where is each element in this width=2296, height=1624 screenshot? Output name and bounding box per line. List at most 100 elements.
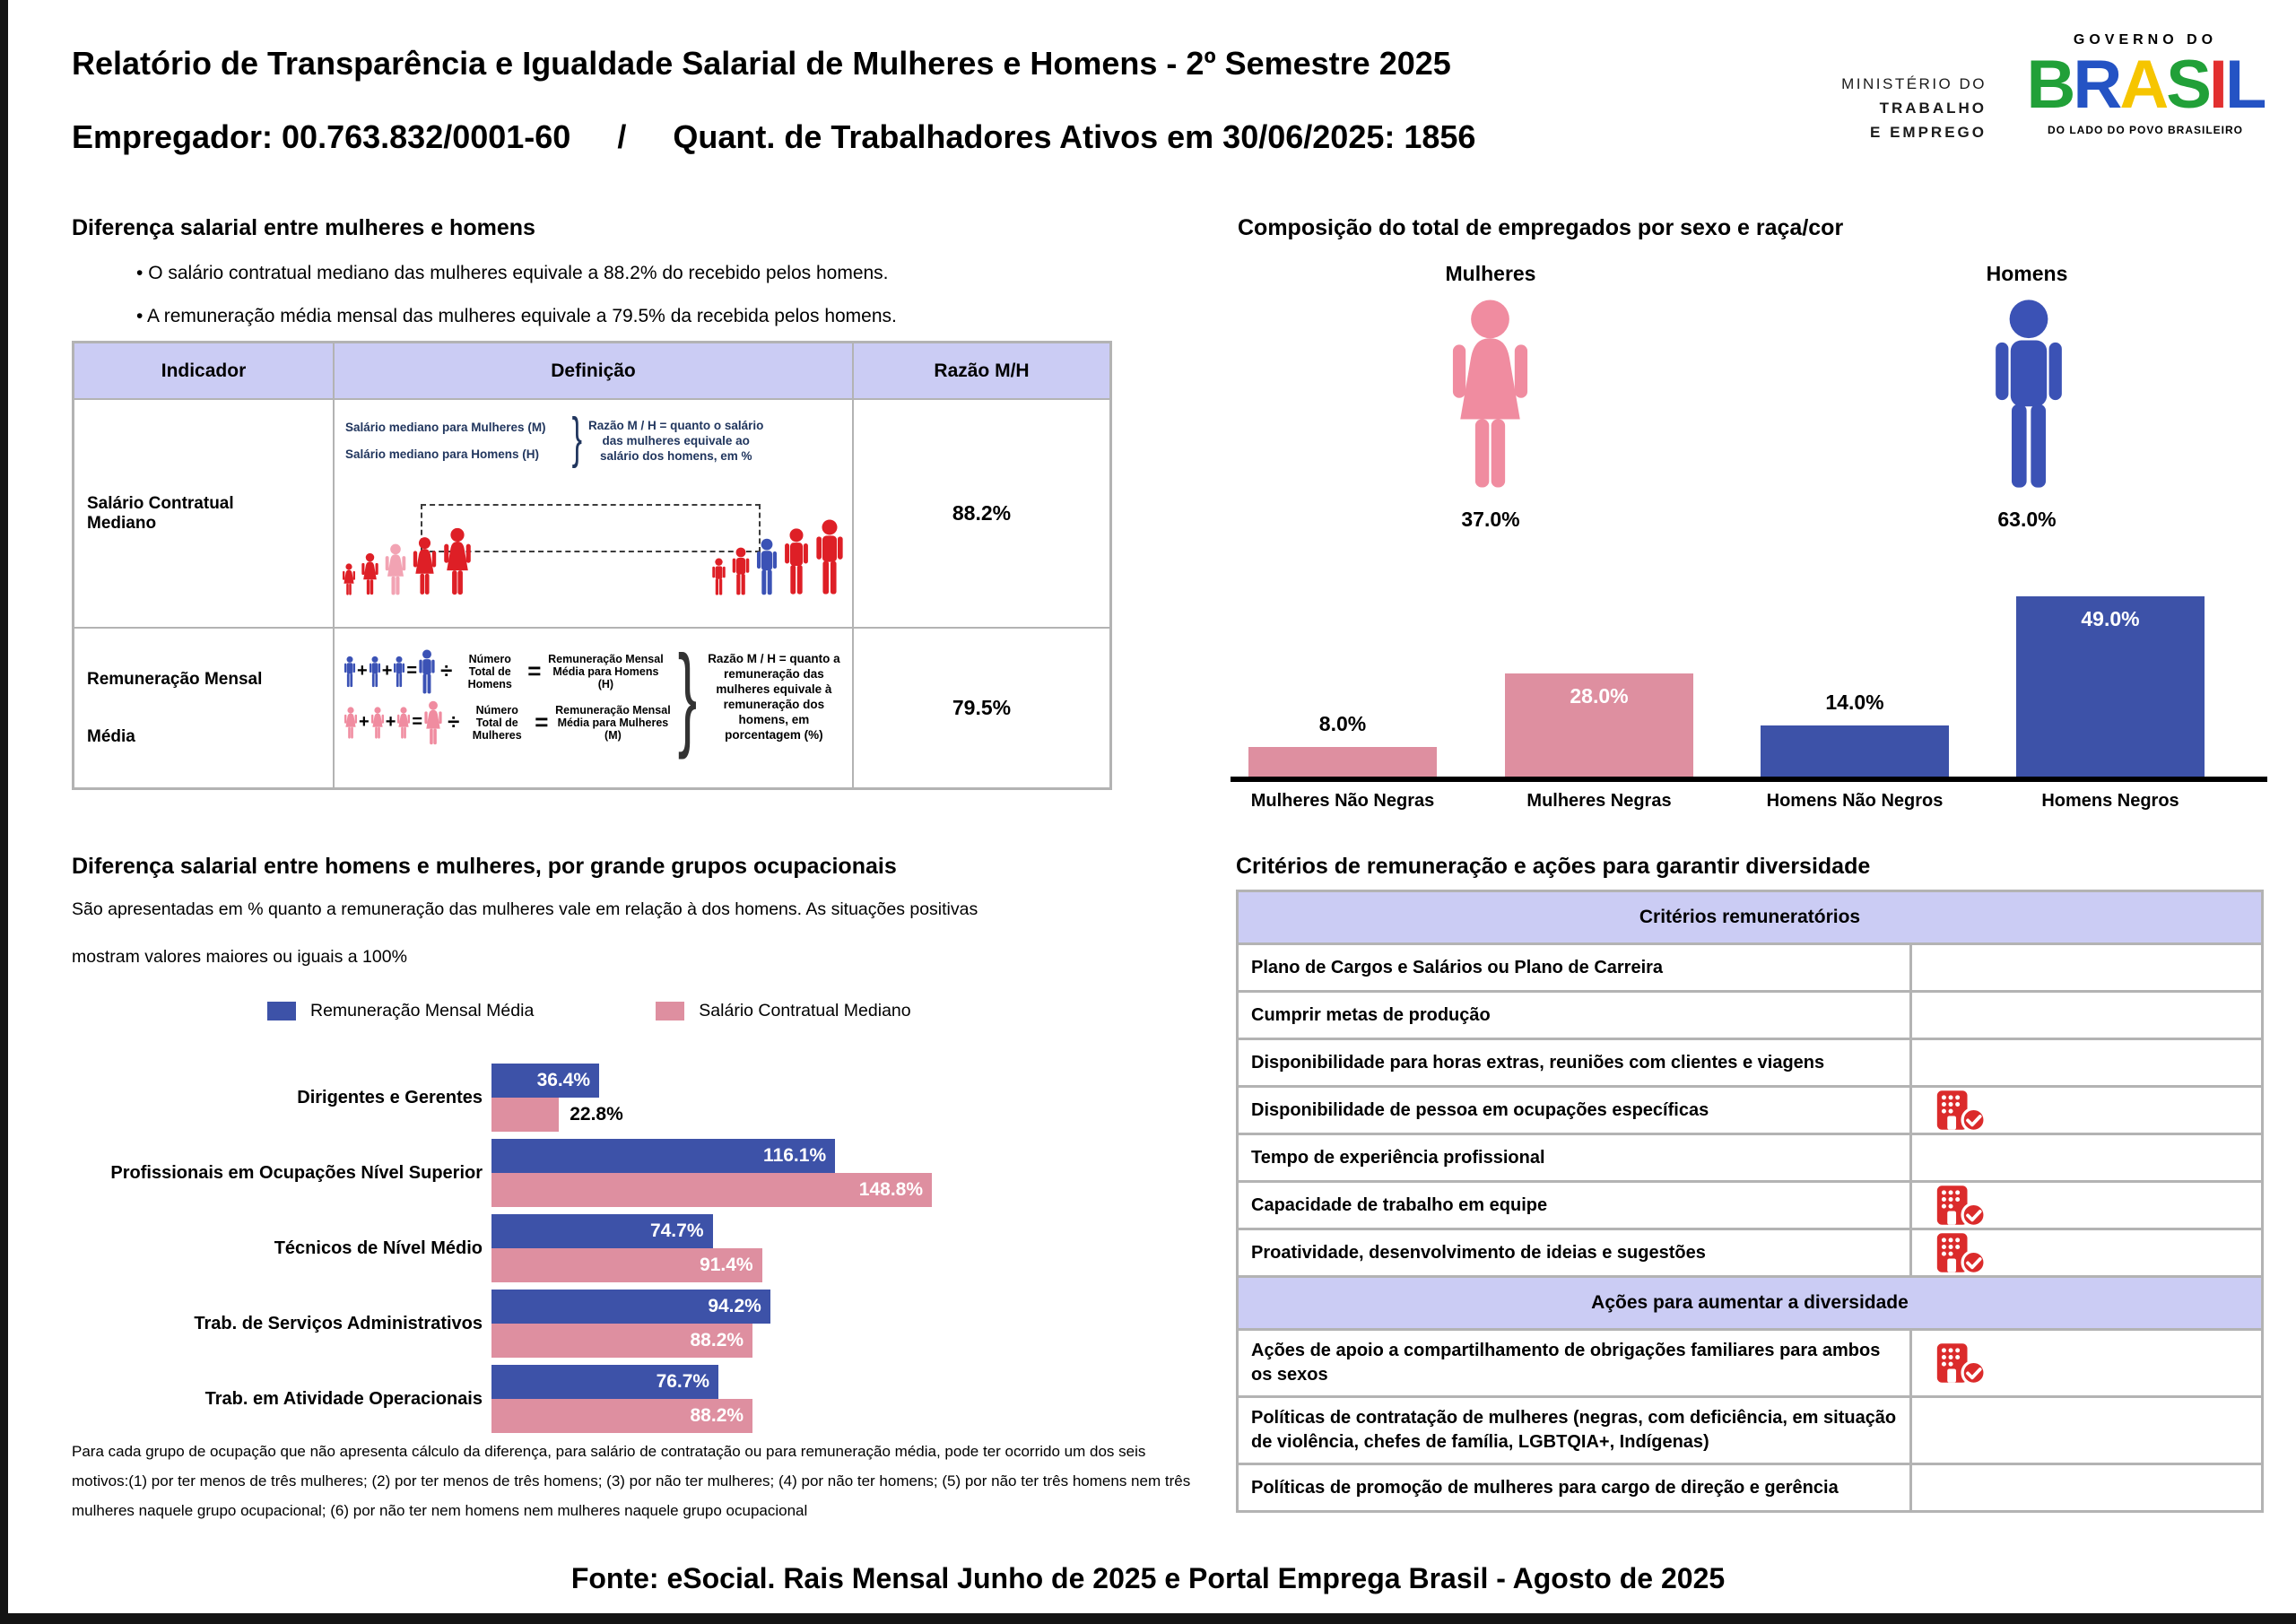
- indicator-salario-mediano: Salário Contratual Mediano: [74, 400, 333, 627]
- ministry-line3: E EMPREGO: [1870, 124, 1987, 141]
- men-mean-result-label: Remuneração Mensal Média para Homens (H): [548, 652, 664, 690]
- criteria-row-label: Disponibilidade para horas extras, reuni…: [1239, 1040, 1909, 1085]
- salary-indicator-table: Indicador Definição Razão M/H Salário Co…: [72, 341, 1112, 790]
- occupational-subtitle-2: mostram valores maiores ou iguais a 100%: [72, 947, 407, 967]
- criteria-row-status: [1912, 1040, 2261, 1085]
- plus-sign: +: [381, 661, 393, 681]
- salary-bullet-2: A remuneração média mensal das mulheres …: [136, 306, 897, 327]
- brace-glyph: }: [677, 632, 698, 760]
- women-mean-formula: + + = ÷ Número Total de Mulheres = Remun…: [344, 700, 674, 745]
- col-header-razao: Razão M/H: [854, 343, 1109, 398]
- bar-mulheres-negras: 28.0%: [1505, 673, 1693, 777]
- indicator-remuneracao-media: Remuneração Mensal Média: [74, 629, 333, 787]
- definition-diagram-media: + + = ÷ Número Total de Homens = Remuner…: [335, 629, 852, 787]
- category-label: Homens Negros: [2041, 791, 2179, 811]
- brasil-letter: R: [2073, 47, 2122, 123]
- woman-icon: [442, 527, 473, 595]
- occupational-footnote: Para cada grupo de ocupação que não apre…: [72, 1443, 1191, 1519]
- legend-chip-blue: [267, 1002, 296, 1020]
- woman-icon: [396, 707, 411, 739]
- col-header-definicao: Definição: [335, 343, 852, 398]
- brasil-letter: I: [2208, 47, 2228, 123]
- man-icon: [393, 656, 405, 688]
- divide-sign: ÷: [440, 658, 453, 683]
- legend-label-mediano: Salário Contratual Mediano: [699, 1001, 911, 1020]
- criteria-row-label: Proatividade, desenvolvimento de ideias …: [1239, 1230, 1909, 1275]
- occupational-bar-chart: Dirigentes e Gerentes 36.4% 22.8% Profis…: [72, 1064, 1130, 1440]
- criteria-title: Critérios de remuneração e ações para ga…: [1236, 854, 1871, 879]
- man-icon: [731, 547, 751, 595]
- bar-homens-negros: 49.0%: [2016, 596, 2205, 777]
- window-left-edge: [0, 0, 8, 1624]
- bar-value-label: 74.7%: [649, 1220, 704, 1241]
- salary-diff-title: Diferença salarial entre mulheres e home…: [72, 215, 535, 240]
- bar-media: 76.7%: [491, 1365, 719, 1399]
- men-pct: 63.0%: [1997, 508, 2057, 531]
- building-check-icon: [1935, 1183, 1987, 1228]
- brasil-letter: S: [2166, 47, 2212, 123]
- bar-value-label: 88.2%: [690, 1330, 744, 1350]
- active-workers: Quant. de Trabalhadores Ativos em 30/06/…: [673, 118, 1476, 155]
- mean-ratio-note: Razão M / H = quanto a remuneração das m…: [708, 652, 840, 742]
- group-operacionais: Trab. em Atividade Operacionais 76.7% 88…: [72, 1365, 1130, 1433]
- category-label: Mulheres Não Negras: [1250, 791, 1435, 811]
- criteria-row-status: [1912, 993, 2261, 1038]
- group-administrativos: Trab. de Serviços Administrativos 94.2% …: [72, 1290, 1130, 1358]
- occupational-title: Diferença salarial entre homens e mulher…: [72, 854, 897, 879]
- action-row-label: Ações de apoio a compartilhamento de obr…: [1239, 1331, 1909, 1395]
- bar-value-label: 88.2%: [690, 1405, 744, 1426]
- ratio-salario-mediano: 88.2%: [854, 400, 1109, 627]
- median-women-line: Salário mediano para Mulheres (M): [345, 421, 546, 434]
- employer-line: Empregador: 00.763.832/0001-60 / Quant. de…: [72, 118, 1475, 156]
- median-dashed-box: [421, 504, 761, 552]
- source-line: Fonte: eSocial. Rais Mensal Junho de 202…: [570, 1562, 1726, 1594]
- brasil-letter: B: [2026, 47, 2076, 123]
- bar-mediano: 88.2%: [491, 1324, 753, 1358]
- group-label: Trab. de Serviços Administrativos: [194, 1314, 483, 1333]
- bar-value-label: 148.8%: [858, 1179, 924, 1200]
- criteria-row-label: Cumprir metas de produção: [1239, 993, 1909, 1038]
- criteria-row-status: [1912, 945, 2261, 990]
- group-tecnicos: Técnicos de Nível Médio 74.7% 91.4%: [72, 1214, 1130, 1282]
- bar-value-label: 36.4%: [536, 1070, 591, 1090]
- brasil-logo-letters: BRASIL: [2025, 47, 2267, 123]
- women-pictogram-group: [342, 527, 473, 595]
- woman-icon: [342, 563, 356, 595]
- bar-media: 94.2%: [491, 1290, 770, 1324]
- women-group-label: Mulheres: [1445, 262, 1536, 285]
- divide-sign: ÷: [448, 709, 460, 734]
- building-check-icon: [1935, 1230, 1987, 1275]
- bar-value-label: 14.0%: [1825, 690, 1884, 714]
- criteria-group-header-2: Ações para aumentar a diversidade: [1239, 1278, 2261, 1328]
- woman-icon: [344, 707, 358, 739]
- man-icon: [344, 656, 356, 688]
- criteria-group-header-1: Critérios remuneratórios: [1239, 892, 2261, 942]
- equals-sign: =: [535, 708, 549, 735]
- building-check-icon: [1935, 1088, 1987, 1133]
- action-row-status: [1912, 1398, 2261, 1463]
- plus-sign: +: [385, 712, 396, 732]
- group-label: Técnicos de Nível Médio: [274, 1238, 483, 1258]
- action-row-label: Políticas de contratação de mulheres (ne…: [1239, 1398, 1909, 1463]
- action-row-label: Políticas de promoção de mulheres para c…: [1239, 1465, 1909, 1510]
- median-formula-lines: Salário mediano para Mulheres (M) Salári…: [345, 414, 571, 468]
- criteria-row-status: [1912, 1088, 2261, 1133]
- plus-sign: +: [359, 712, 370, 732]
- equals-sign: =: [406, 661, 418, 681]
- legend-chip-pink: [656, 1002, 685, 1020]
- bar-mediano: 91.4%: [491, 1248, 762, 1282]
- governo-do-brasil-logo: GOVERNO DO BRASIL DO LADO DO POVO BRASIL…: [2025, 32, 2267, 136]
- man-icon: [369, 656, 381, 688]
- group-label: Dirigentes e Gerentes: [297, 1088, 483, 1107]
- employer-id: Empregador: 00.763.832/0001-60: [72, 118, 571, 155]
- plus-sign: +: [357, 661, 368, 681]
- bar-mulheres-nao-negras: 8.0%: [1248, 712, 1437, 777]
- median-ratio-note: Razão M / H = quanto o salário das mulhe…: [588, 419, 764, 463]
- mean-formulas: + + = ÷ Número Total de Homens = Remuner…: [344, 643, 674, 751]
- bar-mediano: 88.2%: [491, 1399, 753, 1433]
- gov-logo-tagline: DO LADO DO POVO BRASILEIRO: [2047, 124, 2243, 136]
- group-dirigentes: Dirigentes e Gerentes 36.4% 22.8%: [72, 1064, 1130, 1132]
- criteria-row-status: [1912, 1135, 2261, 1180]
- median-men-line: Salário mediano para Homens (H): [345, 447, 540, 461]
- woman-icon-median: [384, 543, 407, 595]
